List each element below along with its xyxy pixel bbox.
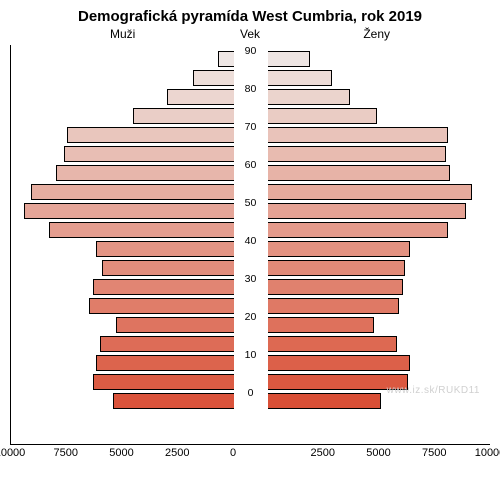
female-bar [268,127,448,143]
label-female: Ženy [363,27,390,41]
female-bar [268,298,399,314]
age-label: 60 [234,159,268,171]
age-label: 30 [234,273,268,285]
x-tick: 2500 [311,447,335,459]
male-bar [64,146,233,162]
age-label: 10 [234,349,268,361]
male-bar [93,374,233,390]
male-bar [89,298,234,314]
female-bar [268,336,397,352]
label-age: Vek [240,27,260,41]
female-bar [268,51,310,67]
page-title: Demografická pyramída West Cumbria, rok … [10,8,490,25]
age-label: 0 [234,387,268,399]
x-tick: 5000 [109,447,133,459]
female-bar [268,222,448,238]
age-label: 50 [234,197,268,209]
male-bar [67,127,234,143]
male-bar [116,317,234,333]
male-bar [93,279,233,295]
male-bar [102,260,233,276]
age-label: 80 [234,83,268,95]
male-bar [56,165,234,181]
label-male: Muži [110,27,135,41]
male-bar [167,89,234,105]
female-bar [268,393,381,409]
age-column: 90 80 70 60 50 40 30 20 10 0 [234,45,268,444]
male-bar [218,51,234,67]
age-label: 40 [234,235,268,247]
x-tick: 10000 [475,447,500,459]
female-bar [268,89,350,105]
female-bar [268,165,450,181]
x-tick: 5000 [366,447,390,459]
female-bar [268,184,473,200]
female-bar [268,279,404,295]
x-tick: 2500 [165,447,189,459]
x-tick: 7500 [422,447,446,459]
pyramid-chart: 90 80 70 60 50 40 30 20 10 0 www.iz.sk/RUKD11 [10,45,490,445]
male-bar [96,241,234,257]
male-bar [133,108,233,124]
male-bar [49,222,234,238]
x-axis: 10000750050002500025005000750010000 [10,447,490,473]
x-tick: 0 [230,447,236,459]
male-bar [31,184,233,200]
female-bar [268,260,406,276]
female-bar [268,146,446,162]
female-bar [268,108,377,124]
female-bar [268,203,466,219]
x-tick: 7500 [54,447,78,459]
male-bar [96,355,234,371]
female-bar [268,355,410,371]
age-label: 70 [234,121,268,133]
female-bar [268,70,333,86]
female-bar [268,241,410,257]
female-bar [268,317,375,333]
male-bar [100,336,234,352]
male-bar [113,393,233,409]
x-tick: 10000 [0,447,25,459]
age-label: 90 [234,45,268,57]
male-bar [24,203,233,219]
male-bar [193,70,233,86]
watermark: www.iz.sk/RUKD11 [387,385,480,396]
age-label: 20 [234,311,268,323]
male-column [11,45,234,444]
subtitle-row: Muži Vek Ženy [10,27,490,43]
